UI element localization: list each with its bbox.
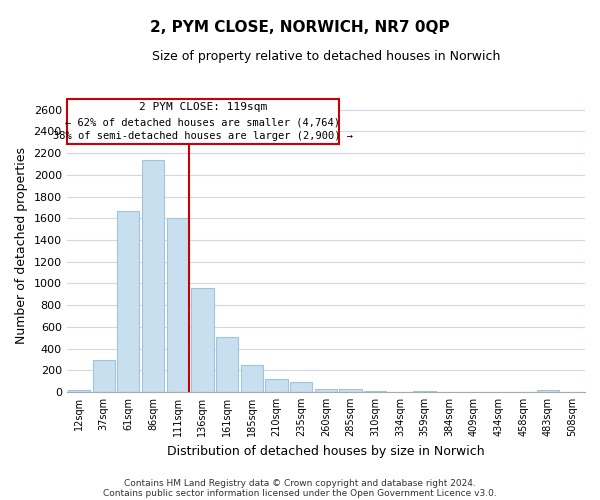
FancyBboxPatch shape [67,99,339,144]
Bar [265,379,287,392]
Bar [340,388,362,392]
Bar [216,337,238,392]
Bar [68,390,90,392]
Bar [167,218,189,392]
Text: Contains public sector information licensed under the Open Government Licence v3: Contains public sector information licen… [103,488,497,498]
Bar [537,390,559,392]
Bar [315,388,337,392]
Text: 2 PYM CLOSE: 119sqm: 2 PYM CLOSE: 119sqm [139,102,267,112]
X-axis label: Distribution of detached houses by size in Norwich: Distribution of detached houses by size … [167,444,485,458]
Bar [142,160,164,392]
Text: 2, PYM CLOSE, NORWICH, NR7 0QP: 2, PYM CLOSE, NORWICH, NR7 0QP [150,20,450,35]
Text: 38% of semi-detached houses are larger (2,900) →: 38% of semi-detached houses are larger (… [53,131,353,141]
Title: Size of property relative to detached houses in Norwich: Size of property relative to detached ho… [152,50,500,63]
Bar [290,382,312,392]
Bar [117,210,139,392]
Bar [191,288,214,392]
Text: Contains HM Land Registry data © Crown copyright and database right 2024.: Contains HM Land Registry data © Crown c… [124,478,476,488]
Y-axis label: Number of detached properties: Number of detached properties [15,147,28,344]
Bar [241,365,263,392]
Text: ← 62% of detached houses are smaller (4,764): ← 62% of detached houses are smaller (4,… [65,118,340,128]
Bar [92,360,115,392]
